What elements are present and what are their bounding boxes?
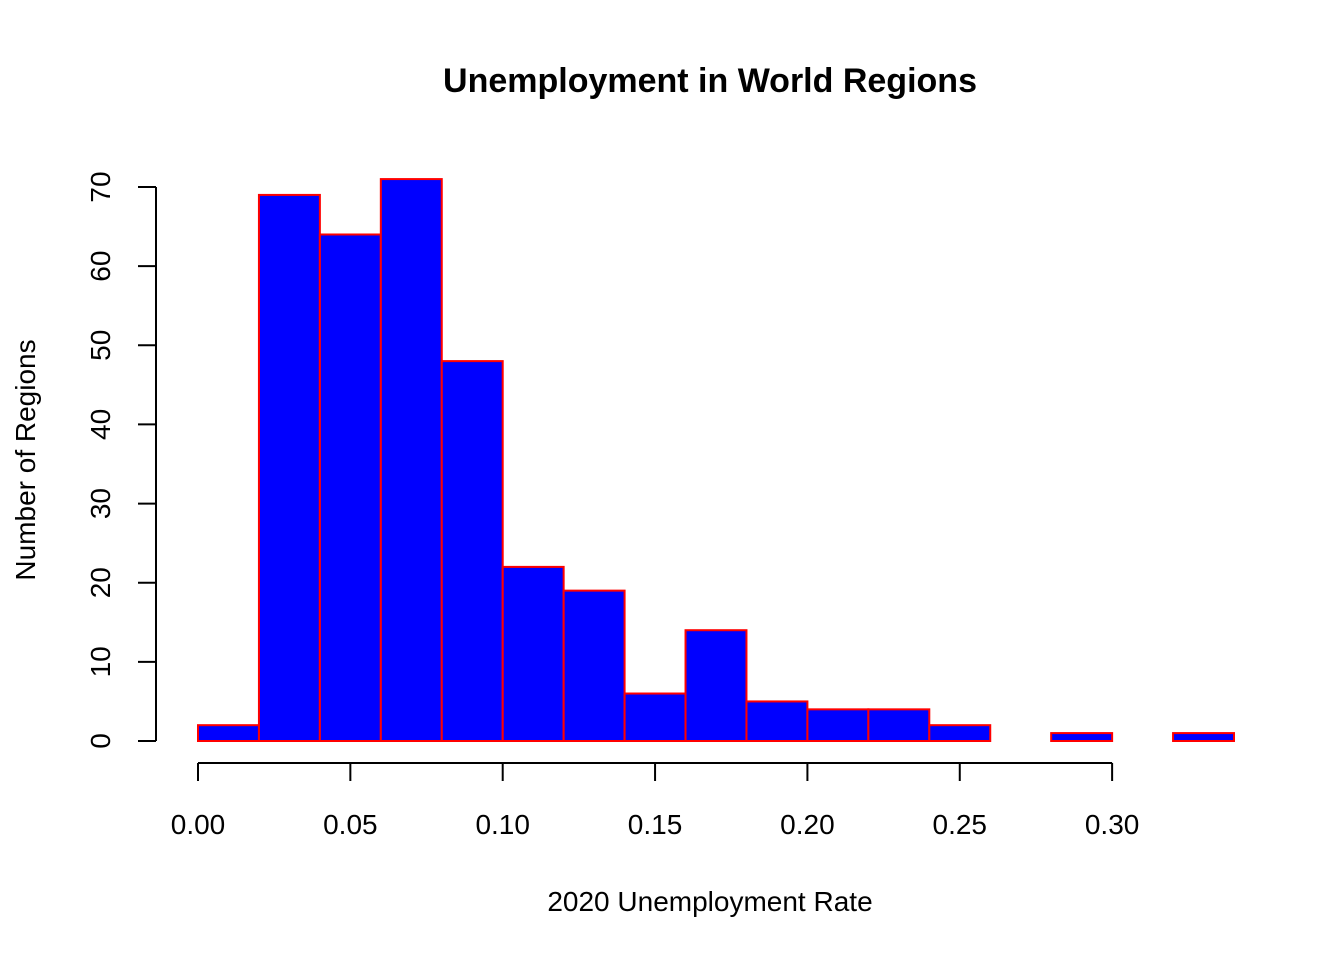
histogram-bar [928,724,992,743]
x-tick-label: 0.05 [323,809,378,840]
chart-title: Unemployment in World Regions [443,62,977,100]
histogram-bar [501,565,565,743]
y-tick-label: 0 [85,733,116,749]
histogram-bar [806,708,870,742]
histogram-bar [867,708,931,742]
x-axis-label: 2020 Unemployment Rate [547,886,872,917]
histogram-bar [318,233,382,742]
histogram-bar [684,629,748,743]
y-tick-label: 60 [85,251,116,282]
x-tick-label: 0.30 [1085,809,1140,840]
histogram-bar [257,193,321,742]
y-tick-label: 20 [85,567,116,598]
histogram-bar [1050,732,1114,742]
y-tick-label: 70 [85,171,116,202]
x-tick-label: 0.15 [628,809,683,840]
histogram-bar [745,700,809,743]
x-tick-label: 0.25 [933,809,988,840]
histogram-bar [562,589,626,743]
y-tick-label: 40 [85,409,116,440]
histogram-bar [1172,732,1236,742]
y-tick-label: 50 [85,330,116,361]
histogram-bar [623,692,687,742]
bars-group [197,178,1236,743]
y-tick-label: 10 [85,646,116,677]
y-tick-label: 30 [85,488,116,519]
x-tick-label: 0.10 [475,809,530,840]
histogram-bar [197,724,260,743]
x-axis: 0.00 0.05 0.10 0.15 0.20 0.25 0.30 [171,762,1140,840]
x-tick-label: 0.20 [780,809,835,840]
histogram-bar [440,360,504,742]
histogram-bar [379,178,443,743]
y-axis-label: Number of Regions [10,339,41,580]
y-axis: 0 10 20 30 40 50 60 70 [85,171,157,749]
x-tick-label: 0.00 [171,809,226,840]
